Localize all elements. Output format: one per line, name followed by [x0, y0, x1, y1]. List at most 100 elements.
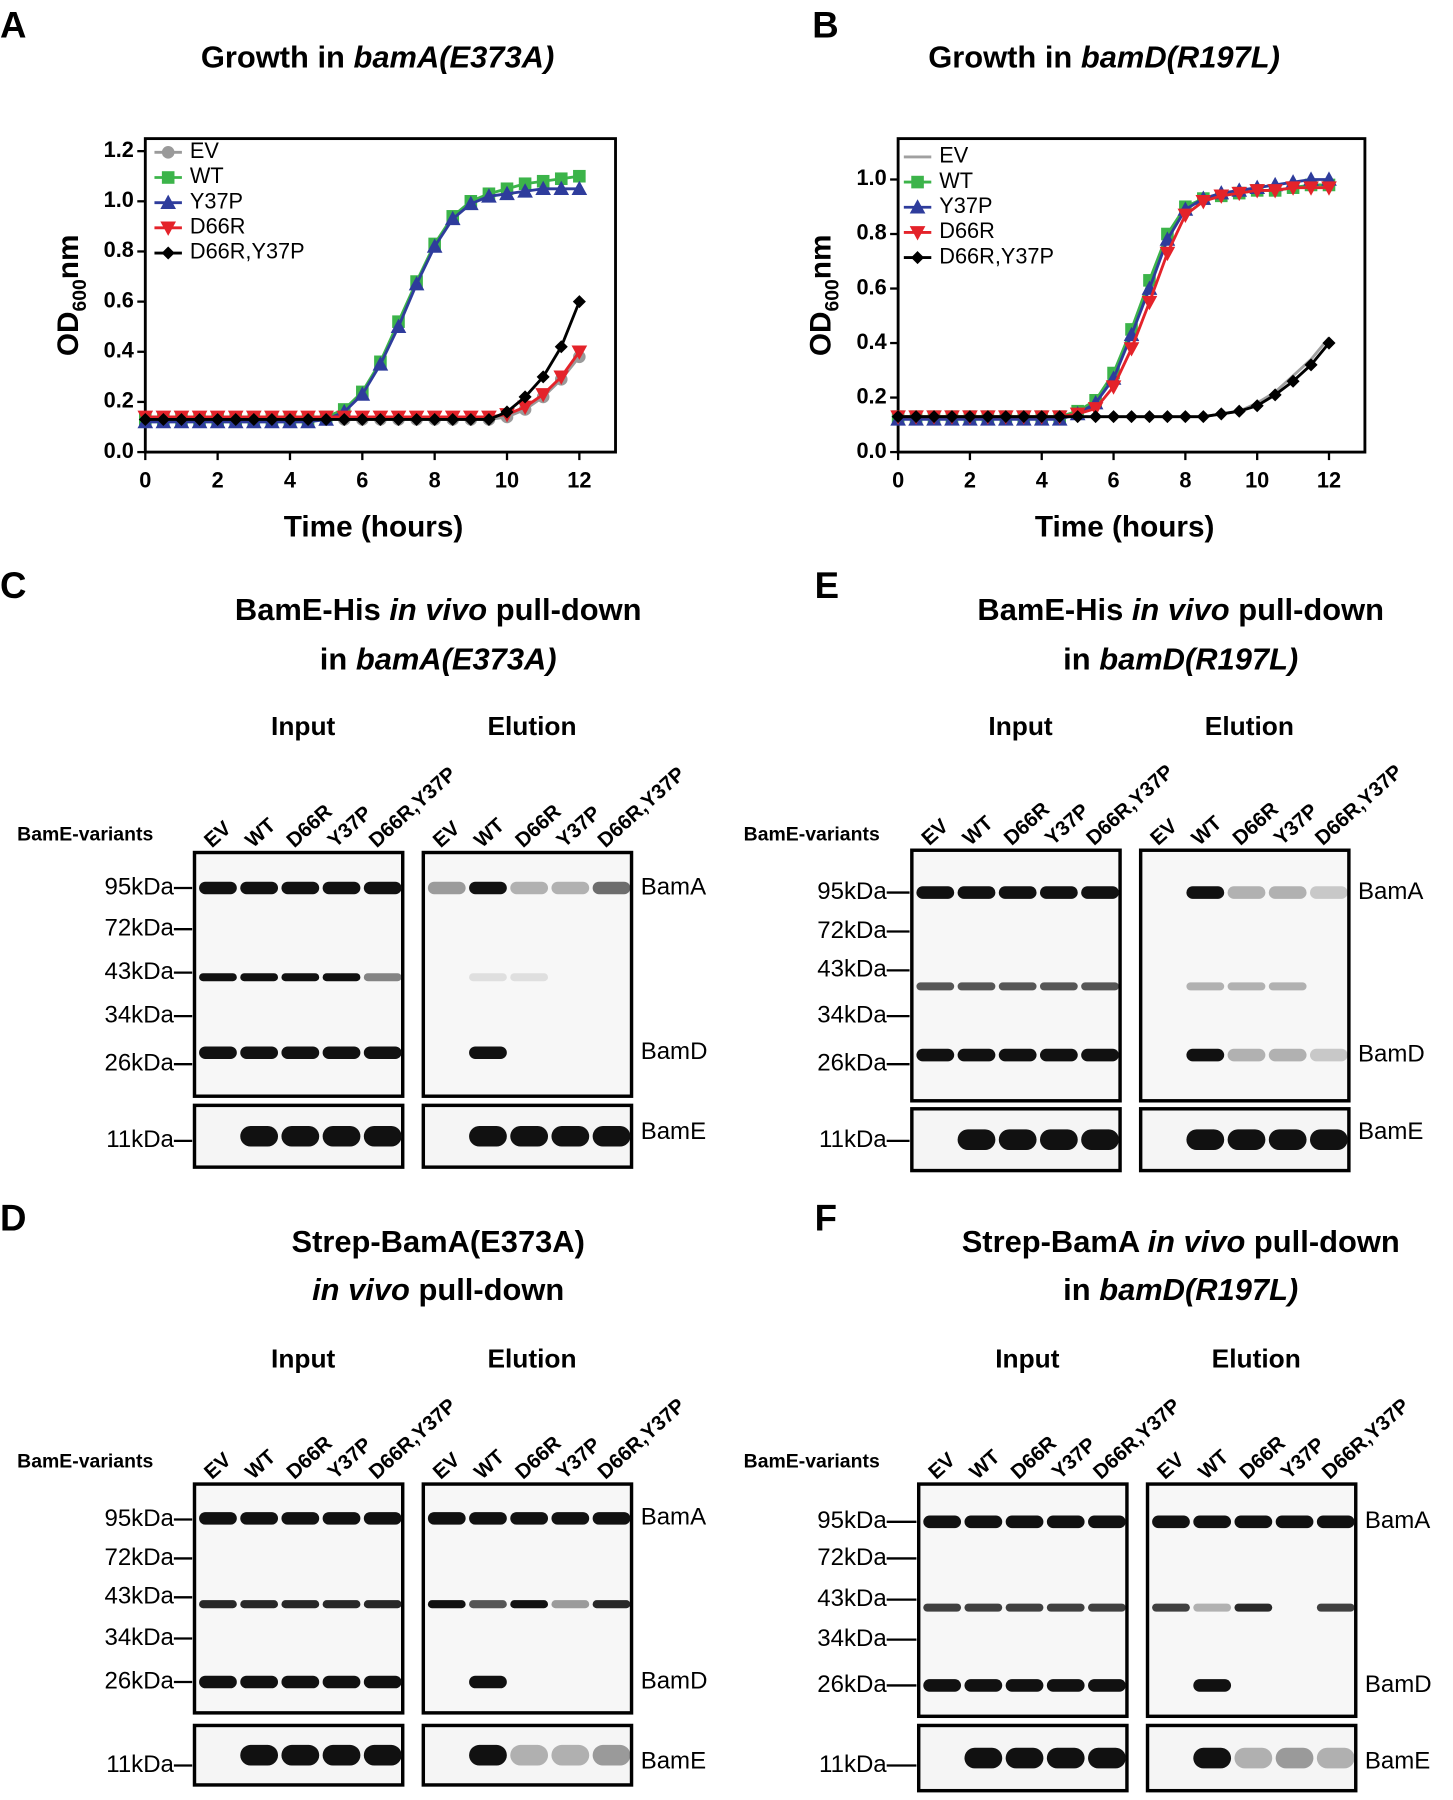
point [372, 356, 389, 371]
protein-label: BamD [1365, 1671, 1432, 1698]
lane-label: D66R [282, 1431, 337, 1483]
band [469, 973, 507, 982]
lane-label: D66R [1228, 798, 1283, 850]
band [916, 886, 955, 899]
panel-label: E [815, 565, 839, 606]
blot-upper [1138, 848, 1351, 1103]
text-segment: bamA(E373A) [356, 642, 557, 677]
band [1081, 1129, 1119, 1150]
lane-label: Y37P [323, 1433, 376, 1484]
band [363, 1675, 402, 1689]
blot-title: BamE-His in vivo pull-down [977, 592, 1384, 627]
point [535, 388, 552, 403]
band [923, 1679, 962, 1692]
marker-label: 95kDa [104, 1505, 174, 1532]
point [283, 412, 297, 427]
band [1309, 1129, 1348, 1150]
lane-label: EV [429, 1448, 465, 1484]
band [1268, 1129, 1307, 1150]
lane-label: D66R,Y37P [593, 1394, 689, 1484]
text-segment: in [1063, 642, 1099, 677]
band [427, 1512, 466, 1525]
lane-label: Y37P [323, 801, 376, 852]
band [1046, 1515, 1085, 1529]
x-tick-label: 12 [1317, 468, 1341, 493]
band [363, 1046, 402, 1060]
x-tick-label: 6 [1108, 468, 1120, 493]
band [998, 1129, 1037, 1150]
point [1160, 410, 1174, 424]
point [482, 412, 496, 427]
band [1268, 1048, 1307, 1062]
lane-label: WT [1187, 811, 1226, 850]
band [1227, 886, 1266, 899]
point [909, 410, 923, 424]
band [592, 1512, 631, 1525]
text-segment: Strep-BamA [962, 1224, 1148, 1259]
band [281, 1744, 320, 1766]
lane-label: D66R,Y37P [593, 762, 689, 852]
marker-label: 72kDa [817, 917, 887, 944]
lane-label: Y37P [1041, 799, 1094, 850]
point [571, 345, 588, 360]
band [469, 1512, 507, 1525]
point [265, 412, 279, 427]
protein-label: BamD [1358, 1040, 1425, 1067]
band [592, 1744, 631, 1766]
band [1186, 886, 1225, 899]
band [199, 1600, 237, 1609]
lane-label: D66R [1000, 798, 1055, 850]
legend-marker [161, 146, 175, 159]
y-tick-label: 0.0 [104, 438, 134, 463]
point [464, 412, 478, 427]
marker-label: 95kDa [104, 873, 174, 900]
x-tick-label: 12 [567, 468, 591, 493]
point [463, 195, 479, 211]
lane-label: D66R,Y37P [1318, 1394, 1414, 1484]
text-segment: pull-down [1245, 1224, 1399, 1259]
blot-title: in bamA(E373A) [320, 642, 557, 677]
marker-label: 43kDa [104, 958, 174, 985]
band [592, 881, 631, 895]
x-tick-label: 2 [964, 468, 976, 493]
text-segment: Strep-BamA(E373A) [291, 1224, 584, 1259]
band [964, 1679, 1003, 1692]
band [469, 1675, 507, 1689]
lane-label: Y37P [1276, 1433, 1329, 1484]
point [1268, 388, 1282, 402]
marker-label: 34kDa [817, 1001, 887, 1028]
band [551, 881, 590, 895]
point [554, 340, 568, 354]
blot-title: in bamD(R197L) [1063, 642, 1298, 677]
point [1178, 410, 1192, 424]
lane-label: EV [924, 1448, 960, 1484]
point [536, 370, 550, 384]
lane-label: WT [1194, 1445, 1233, 1484]
band [510, 973, 549, 982]
x-tick-label: 10 [1245, 468, 1269, 493]
text-segment: 600 [822, 279, 843, 311]
text-segment: nm [52, 235, 85, 280]
point [1089, 410, 1103, 424]
band [1234, 1747, 1273, 1769]
text-segment: pull-down [1230, 592, 1384, 627]
point [211, 412, 225, 427]
text-segment: Growth in [201, 40, 354, 75]
legend-marker [911, 175, 924, 189]
marker-label: 26kDa [817, 1671, 887, 1698]
y-tick-label: 1.0 [104, 187, 134, 212]
legend-label: D66R,Y37P [190, 239, 305, 264]
panel-label: D [0, 1198, 26, 1239]
point [1321, 181, 1337, 196]
band [1005, 1515, 1044, 1529]
band [1186, 1048, 1225, 1062]
point [1141, 295, 1158, 311]
marker-label: 72kDa [817, 1544, 887, 1571]
marker-label: 43kDa [817, 1585, 887, 1612]
marker-label: 95kDa [817, 878, 887, 905]
legend-label: D66R [939, 218, 995, 243]
lane-label: Y37P [1048, 1433, 1101, 1484]
lane-label: WT [958, 811, 997, 850]
band [469, 1046, 507, 1060]
point [1035, 410, 1049, 424]
